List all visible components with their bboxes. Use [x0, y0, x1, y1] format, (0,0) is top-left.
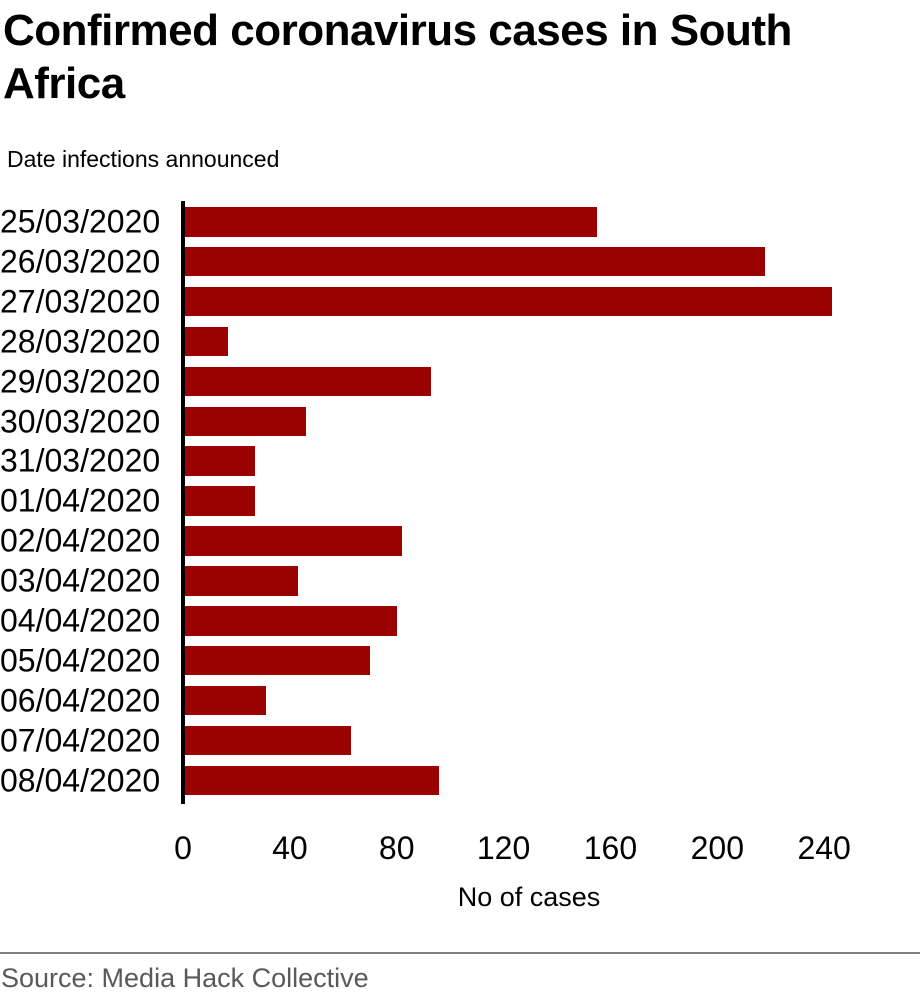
bar — [184, 725, 352, 756]
bar — [184, 326, 229, 357]
bar-row: 28/03/2020 — [0, 322, 920, 362]
bar-row: 07/04/2020 — [0, 721, 920, 761]
bar — [184, 526, 403, 556]
bar-row: 29/03/2020 — [0, 362, 920, 402]
bars-area: 25/03/2020 26/03/2020 27/03/2020 28/03/2020… — [0, 202, 920, 802]
bar — [184, 246, 766, 277]
bar — [184, 446, 256, 476]
bar-row: 31/03/2020 — [0, 441, 920, 481]
category-label: 06/04/2020 — [0, 682, 161, 719]
bar — [184, 406, 306, 436]
x-tick-label: 40 — [272, 830, 308, 866]
x-tick-label: 160 — [583, 830, 638, 866]
category-label: 27/03/2020 — [0, 283, 161, 320]
x-tick-label: 120 — [476, 830, 531, 866]
bar-chart: 25/03/2020 26/03/2020 27/03/2020 28/03/2020… — [0, 201, 920, 922]
x-tick-label: 240 — [797, 830, 851, 866]
bar — [184, 645, 370, 676]
bar — [184, 286, 833, 317]
bar-row: 02/04/2020 — [0, 521, 920, 561]
category-label: 31/03/2020 — [0, 442, 161, 479]
category-label: 07/04/2020 — [0, 722, 161, 759]
category-label: 28/03/2020 — [0, 323, 161, 360]
bar — [184, 606, 397, 636]
category-label: 01/04/2020 — [0, 482, 161, 519]
bar-row: 04/04/2020 — [0, 601, 920, 641]
x-tick-label: 200 — [690, 830, 744, 866]
category-label: 04/04/2020 — [0, 602, 161, 639]
x-axis-ticks: 0 40 80 120 160 200 240 — [0, 830, 920, 871]
page-title: Confirmed coronavirus cases in South Afr… — [3, 6, 792, 108]
bar — [184, 486, 256, 516]
bar-row: 26/03/2020 — [0, 242, 920, 282]
category-label: 02/04/2020 — [0, 522, 161, 559]
bar-row: 06/04/2020 — [0, 681, 920, 721]
bar-row: 30/03/2020 — [0, 402, 920, 442]
bar — [184, 566, 298, 596]
category-label: 26/03/2020 — [0, 243, 161, 280]
bar-row: 05/04/2020 — [0, 641, 920, 681]
x-tick-label: 80 — [378, 830, 415, 866]
category-label: 05/04/2020 — [0, 642, 161, 679]
category-label: 03/04/2020 — [0, 562, 161, 599]
x-axis-label: No of cases — [457, 882, 601, 912]
bar — [184, 207, 598, 237]
category-label: 30/03/2020 — [0, 403, 161, 439]
bar — [184, 765, 440, 796]
bar — [184, 366, 432, 397]
footer-divider — [0, 952, 920, 954]
category-label: 08/04/2020 — [0, 762, 161, 799]
bar-row: 25/03/2020 — [0, 202, 920, 242]
bar-row: 27/03/2020 — [0, 282, 920, 322]
bar-row: 01/04/2020 — [0, 481, 920, 521]
y-axis-line — [181, 201, 185, 804]
source-credit: Source: Media Hack Collective — [1, 963, 369, 993]
bar — [184, 685, 266, 716]
category-label: 25/03/2020 — [0, 203, 161, 240]
category-label: 29/03/2020 — [0, 363, 161, 400]
chart-subtitle: Date infections announced — [7, 146, 280, 172]
bar-row: 03/04/2020 — [0, 561, 920, 601]
x-tick-label: 0 — [174, 830, 192, 866]
bar-row: 08/04/2020 — [0, 761, 920, 801]
